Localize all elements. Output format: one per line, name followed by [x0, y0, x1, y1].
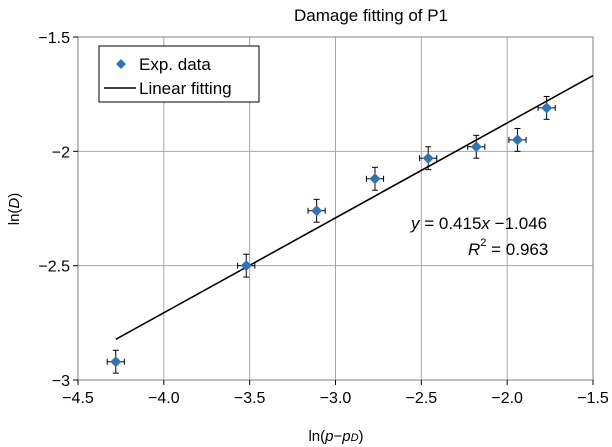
data-point-marker	[422, 152, 434, 164]
x-axis: −4.5 −4.0 −3.5 −3.0 −2.5 −2.0 −1.5	[62, 380, 609, 407]
data-point	[307, 198, 326, 223]
y-axis: −3 −2.5 −2 −1.5	[38, 30, 78, 390]
x-tick-label: −3.0	[320, 390, 352, 407]
y-tick-label: −2	[52, 144, 70, 161]
data-point	[419, 146, 438, 171]
data-point-marker	[240, 260, 252, 272]
linear-fit-line	[115, 74, 594, 341]
legend-diamond-icon	[116, 59, 126, 69]
data-points	[106, 95, 556, 374]
data-point-marker	[470, 141, 482, 153]
data-point	[237, 253, 256, 278]
chart-title: Damage fitting of P1	[294, 6, 448, 25]
fit-equation: y = 0.415x −1.046	[410, 214, 547, 233]
data-point	[467, 134, 486, 159]
x-tick-label: −2.5	[406, 390, 438, 407]
y-tick-label: −2.5	[38, 259, 70, 276]
x-tick-label: −2.0	[491, 390, 523, 407]
data-point-marker	[110, 356, 122, 368]
y-axis-label: ln(D)	[6, 193, 23, 226]
x-tick-label: −4.0	[148, 390, 180, 407]
x-tick-label: −1.5	[577, 390, 609, 407]
data-point-marker	[369, 173, 381, 185]
legend-box	[98, 45, 260, 103]
legend-label-exp-data: Exp. data	[139, 55, 211, 74]
data-point	[365, 166, 385, 191]
y-tick-label: −1.5	[38, 30, 70, 47]
y-tick-label: −3	[52, 373, 70, 390]
data-point-marker	[511, 134, 523, 146]
x-axis-label: ln(p−pD)	[308, 428, 363, 445]
x-tick-label: −3.5	[234, 390, 266, 407]
data-point	[106, 349, 125, 374]
legend: Exp. data Linear fitting	[98, 45, 260, 103]
data-point	[508, 127, 527, 152]
data-point	[537, 95, 556, 120]
data-point-marker	[311, 205, 323, 217]
legend-label-linear-fitting: Linear fitting	[139, 79, 232, 98]
data-point-marker	[541, 102, 553, 114]
r-squared: R2 = 0.963	[468, 237, 548, 259]
x-tick-label: −4.5	[62, 390, 94, 407]
